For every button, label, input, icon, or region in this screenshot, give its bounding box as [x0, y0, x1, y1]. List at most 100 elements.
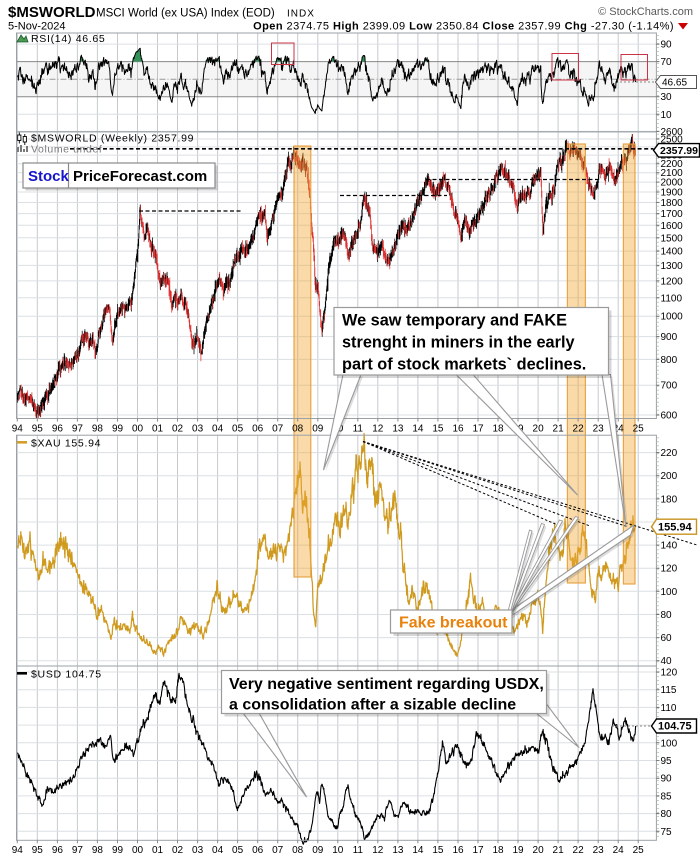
svg-text:a consolidation after a sizabl: a consolidation after a sizable decline — [229, 697, 516, 714]
svg-text:We saw temporary and FAKE: We saw temporary and FAKE — [342, 312, 567, 330]
svg-text:04: 04 — [212, 424, 224, 435]
svg-text:1900: 1900 — [661, 188, 684, 199]
svg-text:120: 120 — [661, 668, 678, 679]
svg-text:200: 200 — [661, 471, 678, 482]
svg-text:1600: 1600 — [661, 221, 684, 232]
svg-text:01: 01 — [152, 424, 164, 435]
svg-text:03: 03 — [192, 845, 204, 856]
svg-text:09: 09 — [312, 424, 324, 435]
svg-text:20: 20 — [533, 424, 545, 435]
svg-text:90: 90 — [661, 40, 673, 51]
svg-text:85: 85 — [661, 791, 673, 802]
svg-text:100: 100 — [661, 738, 678, 749]
svg-text:94: 94 — [12, 424, 24, 435]
svg-text:2600: 2600 — [661, 127, 684, 138]
svg-text:2100: 2100 — [661, 168, 684, 179]
svg-text:104.75: 104.75 — [658, 721, 692, 733]
svg-text:11: 11 — [353, 424, 364, 435]
svg-text:22: 22 — [573, 845, 585, 856]
svg-text:96: 96 — [52, 424, 64, 435]
svg-text:19: 19 — [512, 845, 524, 856]
svg-text:10: 10 — [332, 845, 344, 856]
svg-text:100: 100 — [661, 587, 678, 598]
svg-text:90: 90 — [661, 774, 673, 785]
svg-text:Volume undef: Volume undef — [31, 144, 102, 156]
svg-text:08: 08 — [292, 845, 304, 856]
svg-text:14: 14 — [412, 424, 424, 435]
svg-text:part of stock markets` decline: part of stock markets` declines. — [342, 356, 586, 374]
svg-text:13: 13 — [392, 845, 404, 856]
svg-text:180: 180 — [661, 494, 678, 505]
svg-text:99: 99 — [112, 845, 124, 856]
svg-text:110: 110 — [661, 703, 677, 714]
svg-text:96: 96 — [52, 845, 64, 856]
svg-text:11: 11 — [353, 845, 364, 856]
svg-text:16: 16 — [452, 845, 464, 856]
svg-text:40: 40 — [661, 656, 673, 667]
svg-text:17: 17 — [472, 845, 484, 856]
svg-text:01: 01 — [152, 845, 164, 856]
svg-text:155.94: 155.94 — [658, 521, 693, 533]
svg-text:06: 06 — [252, 424, 264, 435]
svg-text:99: 99 — [112, 424, 124, 435]
svg-text:2000: 2000 — [661, 178, 684, 189]
svg-text:Fake breakout: Fake breakout — [399, 615, 508, 632]
svg-text:05: 05 — [232, 424, 244, 435]
svg-text:1300: 1300 — [661, 261, 684, 272]
svg-text:700: 700 — [661, 381, 678, 392]
svg-text:1500: 1500 — [661, 233, 684, 244]
svg-text:1700: 1700 — [661, 209, 684, 220]
svg-text:15: 15 — [432, 845, 444, 856]
svg-text:95: 95 — [32, 424, 44, 435]
svg-text:16: 16 — [452, 424, 464, 435]
svg-text:94: 94 — [12, 845, 24, 856]
svg-text:24: 24 — [613, 845, 625, 856]
svg-text:24: 24 — [613, 424, 625, 435]
svg-text:strenght in miners in the earl: strenght in miners in the early — [342, 334, 575, 352]
svg-text:12: 12 — [372, 424, 384, 435]
svg-text:1800: 1800 — [661, 198, 684, 209]
svg-text:12: 12 — [372, 845, 384, 856]
svg-text:06: 06 — [252, 845, 264, 856]
svg-text:70: 70 — [661, 57, 673, 68]
svg-text:2200: 2200 — [661, 159, 684, 170]
svg-text:97: 97 — [72, 424, 84, 435]
svg-text:25: 25 — [633, 424, 645, 435]
svg-text:Stock: Stock — [28, 168, 70, 185]
svg-text:00: 00 — [132, 424, 144, 435]
svg-text:600: 600 — [661, 411, 678, 422]
svg-text:$USD 104.75: $USD 104.75 — [31, 669, 102, 681]
svg-text:22: 22 — [573, 424, 585, 435]
svg-text:800: 800 — [661, 355, 678, 366]
svg-text:1100: 1100 — [661, 293, 683, 304]
svg-text:17: 17 — [472, 424, 484, 435]
svg-text:© StockCharts.com: © StockCharts.com — [598, 6, 693, 18]
svg-text:18: 18 — [492, 424, 504, 435]
svg-text:5-Nov-2024: 5-Nov-2024 — [8, 21, 65, 33]
svg-text:07: 07 — [272, 845, 284, 856]
svg-text:115: 115 — [661, 685, 677, 696]
svg-text:21: 21 — [553, 845, 565, 856]
svg-text:03: 03 — [192, 424, 204, 435]
svg-text:$MSWORLD (Weekly) 2357.99: $MSWORLD (Weekly) 2357.99 — [31, 133, 194, 145]
svg-text:25: 25 — [633, 845, 645, 856]
svg-text:02: 02 — [172, 845, 184, 856]
svg-text:INDX: INDX — [287, 9, 315, 20]
svg-text:80: 80 — [661, 610, 673, 621]
svg-text:46.65: 46.65 — [662, 78, 687, 89]
svg-text:97: 97 — [72, 845, 84, 856]
svg-text:Very negative sentiment regard: Very negative sentiment regarding USDX, — [229, 676, 544, 693]
svg-text:75: 75 — [661, 827, 673, 838]
svg-text:98: 98 — [92, 424, 104, 435]
svg-text:900: 900 — [661, 332, 678, 343]
svg-text:$MSWORLD: $MSWORLD — [8, 4, 96, 21]
svg-text:220: 220 — [661, 448, 678, 459]
svg-text:20: 20 — [533, 845, 545, 856]
svg-text:09: 09 — [312, 845, 324, 856]
svg-text:1200: 1200 — [661, 276, 684, 287]
svg-text:05: 05 — [232, 845, 244, 856]
svg-text:13: 13 — [392, 424, 404, 435]
svg-text:08: 08 — [292, 424, 304, 435]
svg-text:140: 140 — [661, 541, 678, 552]
svg-text:23: 23 — [593, 424, 605, 435]
